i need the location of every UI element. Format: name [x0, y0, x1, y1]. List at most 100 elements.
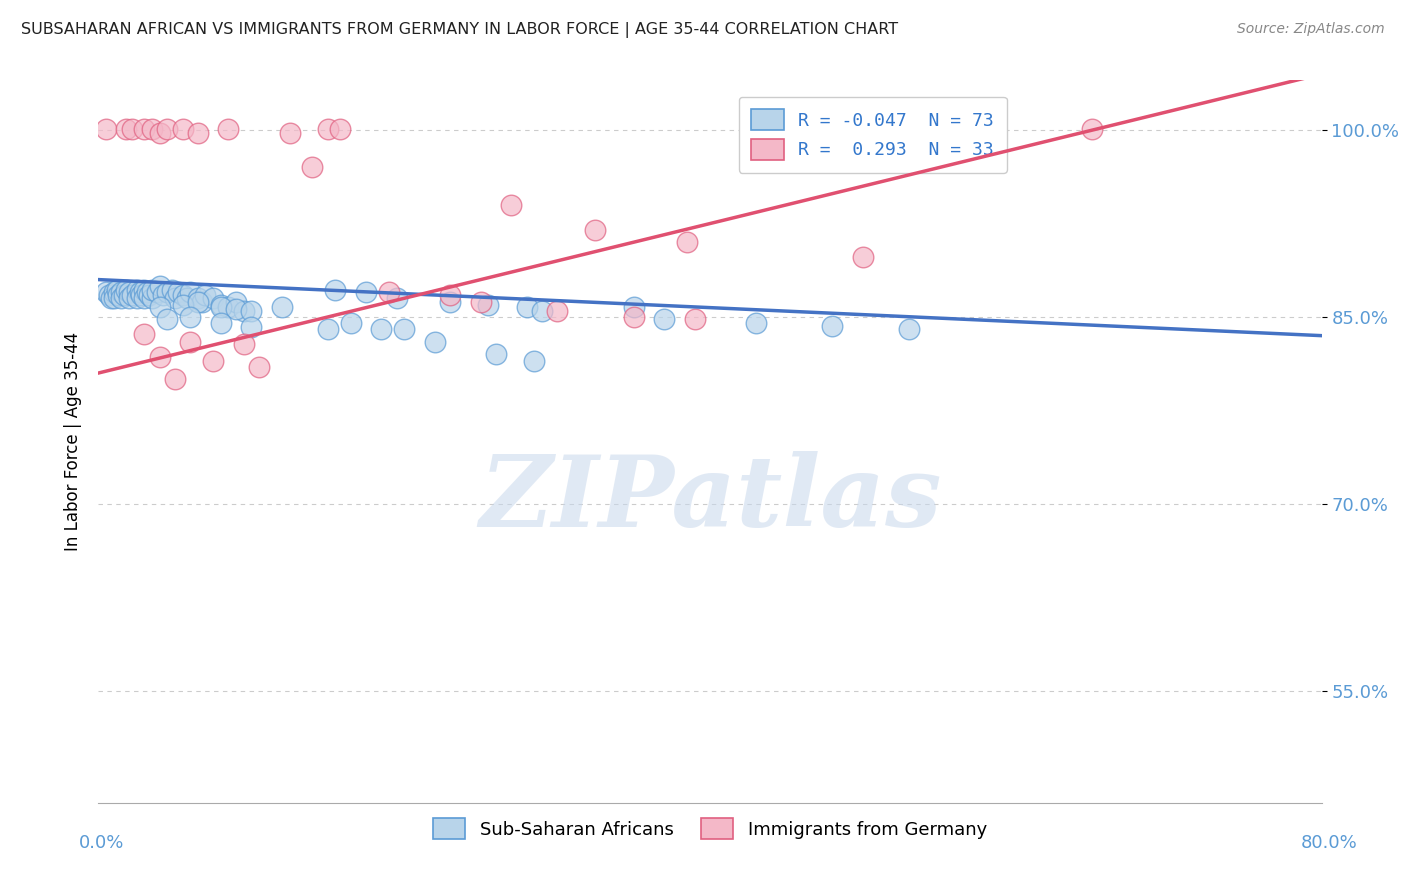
Point	[516, 300, 538, 314]
Point	[943, 121, 966, 136]
Point	[202, 291, 225, 305]
Point	[652, 312, 675, 326]
Point	[187, 291, 209, 305]
Point	[167, 285, 190, 299]
Point	[129, 287, 152, 301]
Text: ZIPatlas: ZIPatlas	[479, 451, 941, 548]
Point	[156, 121, 179, 136]
Point	[439, 287, 461, 301]
Point	[134, 291, 156, 305]
Point	[176, 291, 198, 305]
Point	[134, 327, 156, 342]
Point	[385, 291, 408, 305]
Point	[187, 295, 209, 310]
Point	[187, 126, 209, 140]
Point	[477, 297, 499, 311]
Point	[470, 295, 492, 310]
Point	[107, 287, 129, 301]
Point	[370, 322, 392, 336]
Point	[240, 303, 263, 318]
Text: 0.0%: 0.0%	[79, 834, 124, 852]
Point	[316, 322, 339, 336]
Point	[149, 350, 172, 364]
Point	[316, 121, 339, 136]
Point	[897, 322, 920, 336]
Point	[136, 285, 159, 299]
Point	[138, 287, 160, 301]
Point	[745, 316, 768, 330]
Point	[194, 287, 217, 301]
Point	[439, 295, 461, 310]
Point	[110, 291, 132, 305]
Point	[278, 126, 301, 140]
Point	[179, 334, 201, 349]
Point	[392, 322, 416, 336]
Point	[501, 198, 523, 212]
Point	[118, 285, 141, 299]
Point	[546, 303, 568, 318]
Point	[485, 347, 508, 361]
Point	[821, 318, 844, 333]
Point	[141, 121, 163, 136]
Point	[152, 287, 174, 301]
Point	[270, 300, 292, 314]
Point	[378, 285, 401, 299]
Point	[112, 287, 135, 301]
Point	[354, 285, 377, 299]
Point	[94, 285, 117, 299]
Point	[103, 285, 125, 299]
Point	[191, 295, 214, 310]
Point	[202, 353, 225, 368]
Point	[110, 285, 132, 299]
Point	[247, 359, 270, 374]
Point	[103, 291, 125, 305]
Text: 80.0%: 80.0%	[1301, 834, 1357, 852]
Point	[225, 295, 247, 310]
Point	[149, 300, 172, 314]
Point	[172, 297, 194, 311]
Point	[523, 353, 546, 368]
Point	[156, 312, 179, 326]
Point	[121, 121, 143, 136]
Point	[160, 283, 183, 297]
Text: Source: ZipAtlas.com: Source: ZipAtlas.com	[1237, 22, 1385, 37]
Text: SUBSAHARAN AFRICAN VS IMMIGRANTS FROM GERMANY IN LABOR FORCE | AGE 35-44 CORRELA: SUBSAHARAN AFRICAN VS IMMIGRANTS FROM GE…	[21, 22, 898, 38]
Point	[232, 337, 254, 351]
Point	[163, 372, 186, 386]
Point	[100, 291, 122, 305]
Point	[217, 121, 239, 136]
Point	[145, 285, 167, 299]
Point	[98, 287, 121, 301]
Point	[141, 291, 163, 305]
Point	[209, 316, 232, 330]
Y-axis label: In Labor Force | Age 35-44: In Labor Force | Age 35-44	[63, 332, 82, 551]
Point	[149, 278, 172, 293]
Point	[118, 291, 141, 305]
Point	[683, 312, 706, 326]
Point	[217, 300, 239, 314]
Point	[1081, 121, 1104, 136]
Point	[94, 121, 117, 136]
Point	[583, 223, 606, 237]
Point	[156, 285, 179, 299]
Point	[172, 121, 194, 136]
Point	[134, 121, 156, 136]
Point	[852, 250, 875, 264]
Point	[172, 287, 194, 301]
Point	[623, 310, 645, 324]
Point	[325, 283, 347, 297]
Point	[209, 300, 232, 314]
Point	[339, 316, 361, 330]
Point	[232, 303, 254, 318]
Point	[623, 300, 645, 314]
Point	[115, 283, 138, 297]
Point	[125, 291, 148, 305]
Point	[301, 161, 323, 175]
Legend: Sub-Saharan Africans, Immigrants from Germany: Sub-Saharan Africans, Immigrants from Ge…	[425, 809, 995, 848]
Point	[676, 235, 699, 250]
Point	[423, 334, 446, 349]
Point	[179, 310, 201, 324]
Point	[105, 283, 128, 297]
Point	[115, 121, 138, 136]
Point	[149, 126, 172, 140]
